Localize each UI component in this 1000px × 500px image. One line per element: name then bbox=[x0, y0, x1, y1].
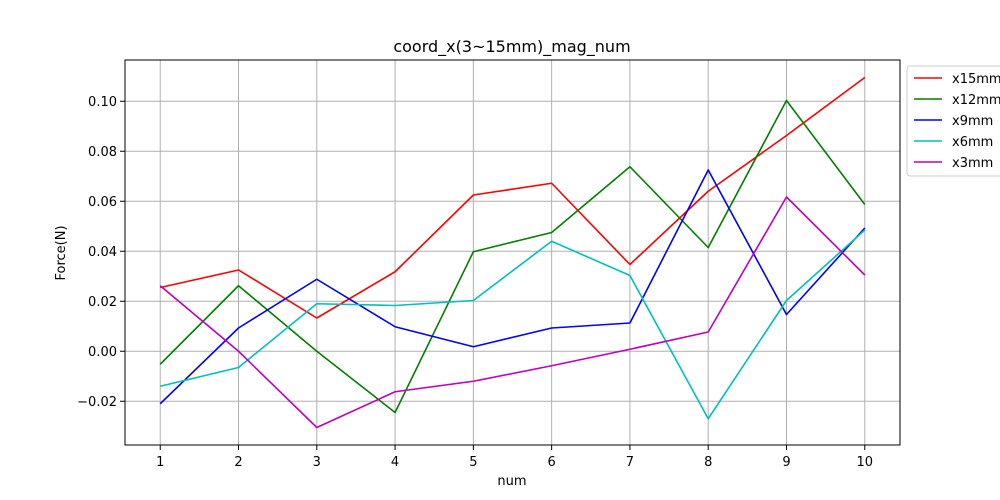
y-tick-label: 0.06 bbox=[88, 195, 117, 210]
y-axis-ticks: −0.02 0.00 0.02 0.04 0.06 0.08 0.10 bbox=[77, 95, 125, 410]
x-tick-label: 9 bbox=[782, 455, 790, 470]
plot-frame bbox=[124, 59, 901, 446]
x-tick-label: 3 bbox=[313, 455, 321, 470]
x-tick-label: 7 bbox=[626, 455, 634, 470]
x-axis-label: num bbox=[497, 474, 526, 489]
y-tick-label: 0.08 bbox=[88, 145, 117, 160]
series-line-x6mm bbox=[160, 229, 866, 420]
series-lines bbox=[159, 76, 866, 429]
series-line-x3mm bbox=[159, 196, 866, 429]
legend: x15mm x12mm x9mm x6mm x3mm bbox=[906, 65, 1000, 177]
legend-label-x9mm: x9mm bbox=[952, 114, 993, 129]
series-line-x12mm bbox=[159, 99, 866, 414]
legend-label-x6mm: x6mm bbox=[952, 135, 993, 150]
y-tick-label: 0.00 bbox=[88, 345, 117, 360]
legend-label-x12mm: x12mm bbox=[952, 93, 1000, 108]
y-axis-label: Force(N) bbox=[54, 225, 69, 280]
series-line-x9mm bbox=[159, 169, 866, 405]
legend-items: x15mm x12mm x9mm x6mm x3mm bbox=[914, 72, 1000, 171]
legend-label-x3mm: x3mm bbox=[952, 156, 993, 171]
y-tick-label: −0.02 bbox=[77, 395, 117, 410]
x-tick-label: 10 bbox=[856, 455, 873, 470]
y-tick-label: 0.02 bbox=[88, 295, 117, 310]
x-tick-label: 5 bbox=[469, 455, 477, 470]
chart-title: coord_x(3~15mm)_mag_num bbox=[393, 37, 630, 57]
x-tick-label: 1 bbox=[156, 455, 164, 470]
grid bbox=[125, 60, 900, 445]
series-line-x15mm bbox=[160, 76, 866, 319]
x-tick-label: 6 bbox=[548, 455, 556, 470]
legend-box bbox=[906, 65, 1000, 177]
x-tick-label: 2 bbox=[234, 455, 242, 470]
x-axis-ticks: 1 2 3 4 5 6 7 8 9 10 bbox=[156, 445, 873, 470]
y-tick-label: 0.04 bbox=[88, 245, 117, 260]
x-tick-label: 4 bbox=[391, 455, 399, 470]
y-tick-label: 0.10 bbox=[88, 95, 117, 110]
legend-label-x15mm: x15mm bbox=[952, 72, 1000, 87]
x-tick-label: 8 bbox=[704, 455, 712, 470]
